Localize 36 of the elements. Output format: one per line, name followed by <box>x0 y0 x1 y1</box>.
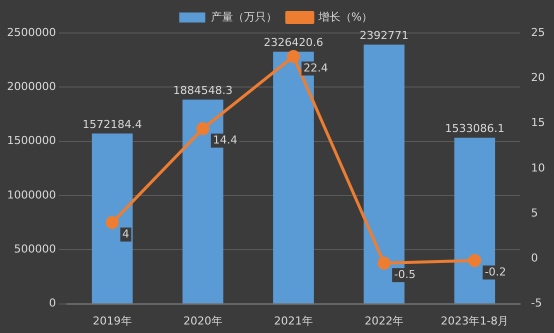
legend-label: 增长（%） <box>317 10 373 24</box>
y-tick-label: 500000 <box>14 242 56 256</box>
x-tick-label: 2019年 <box>92 314 132 328</box>
legend-label: 产量（万只） <box>210 10 277 24</box>
y-tick-label: 1500000 <box>6 134 56 148</box>
point <box>468 254 482 267</box>
y2-tick-label: -5 <box>531 296 542 310</box>
data-label: -0.2 <box>484 265 506 278</box>
data-label: 14.4 <box>212 134 238 147</box>
x-tick-label: 2021年 <box>274 314 313 328</box>
data-label: 2326420.6 <box>264 36 324 50</box>
data-label: 2392771 <box>360 28 409 42</box>
point <box>378 256 391 270</box>
y2-tick-label: 5 <box>531 206 538 220</box>
data-label: 1572184.4 <box>82 118 142 131</box>
y-tick-label: 2500000 <box>6 26 56 39</box>
point <box>196 122 210 136</box>
data-label: 4 <box>122 227 130 240</box>
data-label: 1884548.3 <box>173 84 233 98</box>
x-tick-label: 2023年1-8月 <box>440 314 509 328</box>
data-label: 22.4 <box>303 61 328 74</box>
y2-tick-label: 10 <box>531 161 546 174</box>
x-tick-label: 2020年 <box>183 314 222 328</box>
y2-tick-label: 20 <box>531 70 546 84</box>
y2-tick-label: 0 <box>531 252 538 265</box>
data-label: 1533086.1 <box>444 122 504 136</box>
y2-tick-label: 15 <box>531 116 546 130</box>
point <box>106 216 119 230</box>
y-tick-label: 0 <box>48 296 56 310</box>
data-label: -0.5 <box>394 268 416 282</box>
y2-tick-label: 25 <box>531 26 546 39</box>
bar <box>92 134 133 304</box>
y-tick-label: 2000000 <box>6 80 56 94</box>
point <box>286 50 300 63</box>
y-tick-label: 1000000 <box>6 188 56 202</box>
x-tick-label: 2022年 <box>364 314 404 328</box>
